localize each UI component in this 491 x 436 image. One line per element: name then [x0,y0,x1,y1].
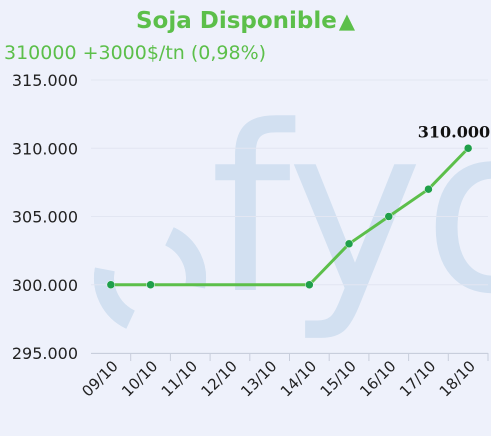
x-tick-label: 11/10 [158,357,201,400]
data-point [384,212,393,221]
x-tick-label: 09/10 [78,357,121,400]
x-tick-label: 12/10 [197,357,240,400]
x-tick-label: 13/10 [237,357,280,400]
y-tick-label: 315.000 [12,71,78,90]
data-point [424,184,433,194]
x-tick-label: 10/10 [118,357,161,400]
data-point [344,239,354,249]
title-text: Soja Disponible [135,8,337,34]
x-tick-label: 15/10 [317,357,360,400]
data-point [106,280,116,289]
y-tick-label: 305.000 [12,208,78,227]
chart-title: Soja Disponible▲ [0,8,491,34]
y-tick-label: 300.000 [12,276,78,295]
data-point [146,280,155,289]
x-tick-label: 18/10 [436,357,479,400]
watermark-bracket [94,222,206,334]
x-tick-label: 14/10 [277,357,320,400]
watermark-bracket [94,222,206,334]
watermark-logo: fyo [94,78,491,345]
watermark-text: fyo [210,78,491,345]
trend-up-icon: ▲ [338,9,356,33]
x-tick-label: 17/10 [396,357,439,400]
x-tick-label: 16/10 [356,357,399,400]
y-tick-label: 295.000 [12,344,78,363]
price-quote: 310000 +3000$/tn (0,98%) [4,42,267,64]
data-point [463,144,473,153]
data-label: 310.000 [418,122,490,141]
y-tick-label: 310.000 [12,139,78,158]
data-point [305,280,314,289]
